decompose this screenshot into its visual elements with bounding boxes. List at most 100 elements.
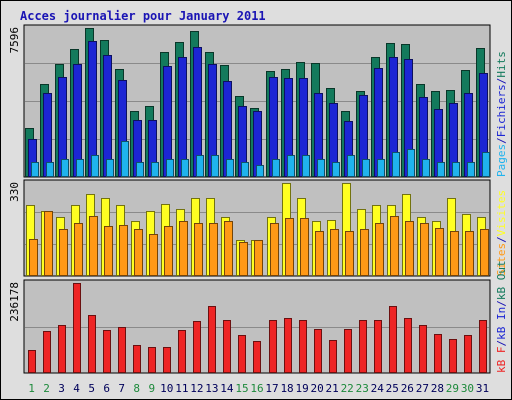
x-tick-label: 19	[295, 382, 308, 395]
chart-title: Acces journalier pour January 2011	[20, 9, 266, 23]
bar-kb-f	[344, 329, 352, 373]
bar-pages	[407, 149, 415, 177]
legend-entry: Fichiers	[495, 84, 508, 137]
bar-pages	[151, 162, 159, 177]
bar-pages	[287, 155, 295, 177]
bar-kb-f	[73, 283, 81, 373]
bar-pages	[317, 159, 325, 177]
x-tick-label: 5	[88, 382, 95, 395]
x-tick-label: 12	[190, 382, 203, 395]
bar-kb-f	[449, 339, 457, 373]
bar-kb-f	[148, 347, 156, 373]
bar-sites	[179, 221, 188, 276]
x-tick-label: 7	[118, 382, 125, 395]
bar-sites	[239, 242, 248, 276]
bar-sites	[465, 231, 474, 276]
legend-entry: /	[495, 300, 508, 307]
bar-kb-f	[389, 306, 397, 373]
bar-sites	[119, 225, 128, 276]
bar-pages	[437, 162, 445, 177]
bar-pages	[332, 162, 340, 177]
bar-sites	[390, 216, 399, 276]
x-tick-label: 17	[265, 382, 278, 395]
bar-kb-f	[163, 347, 171, 373]
legend-entry: kB In	[495, 307, 508, 340]
bar-pages	[272, 159, 280, 177]
bar-pages	[196, 155, 204, 177]
bar-pages	[181, 159, 189, 177]
bar-sites	[345, 231, 354, 276]
x-tick-label: 4	[73, 382, 80, 395]
bar-kb-f	[238, 335, 246, 373]
bar-pages	[482, 152, 490, 177]
bar-kb-f	[329, 340, 337, 373]
bar-sites	[435, 228, 444, 276]
bar-pages	[76, 159, 84, 177]
bar-pages	[452, 162, 460, 177]
x-tick-label: 22	[341, 382, 354, 395]
bar-sites	[285, 218, 294, 276]
bar-pages	[46, 162, 54, 177]
bar-sites	[29, 239, 38, 276]
x-tick-label: 11	[175, 382, 188, 395]
y-max-label: 7596	[8, 27, 21, 54]
bar-pages	[226, 159, 234, 177]
legend-entry: /	[495, 137, 508, 144]
bar-pages	[377, 159, 385, 177]
x-tick-label: 1	[28, 382, 35, 395]
x-tick-label: 28	[431, 382, 444, 395]
bar-pages	[136, 162, 144, 177]
bar-kb-f	[374, 320, 382, 373]
bar-sites	[134, 229, 143, 276]
x-tick-label: 16	[250, 382, 263, 395]
bar-sites	[450, 231, 459, 276]
series-legend: kB F/kB In/kB Out	[495, 260, 508, 373]
bar-sites	[375, 223, 384, 276]
legend-entry: Hits	[495, 51, 508, 78]
bar-kb-f	[253, 341, 261, 373]
x-tick-label: 13	[205, 382, 218, 395]
bar-kb-f	[464, 335, 472, 373]
bar-kb-f	[28, 350, 36, 373]
bar-pages	[166, 159, 174, 177]
x-tick-label: 9	[148, 382, 155, 395]
x-tick-label: 26	[401, 382, 414, 395]
x-tick-label: 8	[133, 382, 140, 395]
bar-kb-f	[314, 329, 322, 373]
bar-pages	[91, 155, 99, 177]
bar-sites	[149, 234, 158, 276]
bar-kb-f	[223, 320, 231, 373]
bar-sites	[254, 240, 263, 276]
bar-kb-f	[58, 325, 66, 373]
bar-kb-f	[133, 345, 141, 373]
legend-entry: /	[495, 236, 508, 243]
x-tick-label: 23	[356, 382, 369, 395]
x-tick-label: 29	[446, 382, 459, 395]
bar-pages	[121, 141, 129, 177]
bar-pages	[31, 162, 39, 177]
bar-pages	[392, 152, 400, 177]
bar-pages	[347, 155, 355, 177]
bar-sites	[270, 223, 279, 276]
legend-entry: kB F	[495, 347, 508, 374]
bar-pages	[211, 155, 219, 177]
bar-kb-f	[419, 325, 427, 373]
bar-kb-f	[118, 327, 126, 373]
bar-sites	[224, 221, 233, 276]
x-tick-label: 31	[476, 382, 489, 395]
bar-kb-f	[88, 315, 96, 373]
bar-kb-f	[284, 318, 292, 373]
bar-kb-f	[178, 330, 186, 373]
x-tick-label: 27	[416, 382, 429, 395]
bar-sites	[315, 231, 324, 276]
legend-entry: kB Out	[495, 260, 508, 300]
x-tick-label: 6	[103, 382, 110, 395]
legend-entry: /	[495, 78, 508, 85]
bar-sites	[300, 218, 309, 276]
x-tick-label: 2	[43, 382, 50, 395]
bar-kb-f	[359, 320, 367, 373]
legend-entry: /	[495, 340, 508, 347]
x-tick-label: 14	[220, 382, 234, 395]
x-tick-label: 21	[326, 382, 339, 395]
